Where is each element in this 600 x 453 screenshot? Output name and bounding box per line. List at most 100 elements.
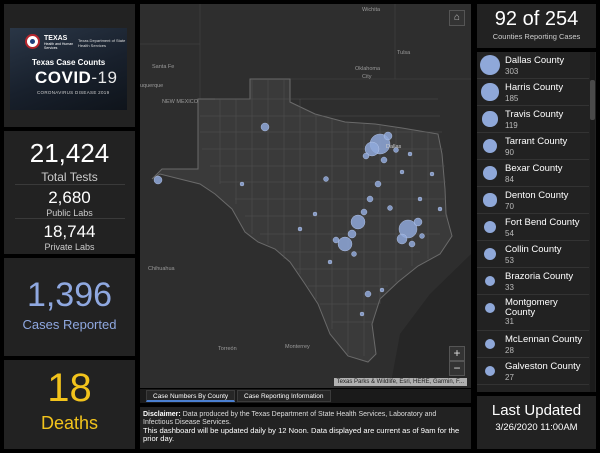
map-label-dallas: Dallas bbox=[386, 144, 402, 150]
list-item[interactable]: Harris County 185 bbox=[477, 79, 589, 106]
banner-title: COVID-19 bbox=[35, 68, 118, 87]
case-marker-icon bbox=[483, 166, 497, 180]
map-label-oklahoma: Oklahoma bbox=[355, 66, 381, 72]
county-name: Bexar County bbox=[505, 163, 563, 174]
map-label-torreon: Torreón bbox=[218, 346, 237, 352]
case-marker-icon bbox=[484, 365, 496, 377]
map-view[interactable]: Wichita Santa Fe uquerque NEW MEXICO Okl… bbox=[140, 4, 471, 388]
counties-reporting-label: Counties Reporting Cases bbox=[492, 32, 581, 41]
disclaimer-heading: Disclaimer: bbox=[143, 411, 181, 418]
deaths-label: Deaths bbox=[40, 413, 99, 433]
home-icon: ⌂ bbox=[453, 12, 461, 23]
county-case-count: 119 bbox=[505, 121, 518, 130]
zoom-in-button[interactable]: + bbox=[449, 346, 465, 361]
list-item[interactable]: Fort Bend County 54 bbox=[477, 214, 589, 241]
list-item[interactable]: Dallas County 303 bbox=[477, 52, 589, 79]
list-item[interactable]: Brazoria County 33 bbox=[477, 268, 589, 295]
list-item[interactable]: Tarrant County 90 bbox=[477, 133, 589, 160]
county-case-count: 31 bbox=[505, 317, 514, 326]
map-label-albuquerque: uquerque bbox=[140, 83, 164, 89]
county-name: Collin County bbox=[505, 244, 562, 255]
list-item[interactable]: McLennan County 28 bbox=[477, 331, 589, 358]
list-item[interactable]: Galveston County 27 bbox=[477, 358, 589, 385]
disclaimer-update-text: This dashboard will be updated daily by … bbox=[143, 426, 460, 443]
cases-value: 1,396 bbox=[26, 276, 113, 314]
case-marker-icon bbox=[481, 83, 499, 101]
counties-reporting-panel: 92 of 254 Counties Reporting Cases bbox=[477, 4, 596, 48]
county-case-count: 185 bbox=[505, 94, 519, 103]
header-banner: TEXAS Health and Human Services Texas De… bbox=[4, 4, 135, 127]
scrollbar-thumb[interactable] bbox=[590, 80, 595, 120]
county-name: Harris County bbox=[505, 82, 564, 93]
county-name: Travis County bbox=[505, 109, 564, 120]
counties-reporting-value: 92 of 254 bbox=[494, 8, 579, 30]
cases-label: Cases Reported bbox=[22, 317, 117, 332]
map-canvas[interactable] bbox=[140, 4, 471, 388]
county-case-count: 28 bbox=[505, 346, 514, 355]
last-updated-value: 3/26/2020 11:00AM bbox=[495, 422, 578, 433]
tab-case-numbers-by-county[interactable]: Case Numbers By County bbox=[146, 390, 236, 402]
county-name: McLennan County bbox=[505, 334, 583, 345]
public-labs-value: 2,680 bbox=[48, 188, 91, 207]
county-case-count: 53 bbox=[505, 256, 514, 265]
county-name: Galveston County bbox=[505, 361, 581, 372]
divider bbox=[14, 218, 125, 219]
case-marker-icon bbox=[483, 193, 497, 207]
map-label-tulsa: Tulsa bbox=[397, 50, 411, 56]
case-marker-icon bbox=[484, 338, 496, 350]
total-tests-value: 21,424 bbox=[29, 138, 110, 168]
list-item[interactable]: Travis County 119 bbox=[477, 106, 589, 133]
cases-panel: 1,396 Cases Reported bbox=[4, 258, 135, 356]
county-case-count: 33 bbox=[505, 283, 514, 292]
home-button[interactable]: ⌂ bbox=[449, 10, 465, 26]
map-label-monterrey: Monterrey bbox=[285, 344, 310, 350]
disclaimer-panel: Disclaimer: Data produced by the Texas D… bbox=[140, 407, 471, 449]
county-case-count: 27 bbox=[505, 373, 514, 382]
divider bbox=[14, 184, 125, 185]
case-marker-icon bbox=[484, 275, 496, 287]
tab-case-reporting-information[interactable]: Case Reporting Information bbox=[237, 390, 331, 402]
public-labs-label: Public Labs bbox=[46, 208, 93, 218]
county-name: Tarrant County bbox=[505, 136, 568, 147]
list-item[interactable]: Bexar County 84 bbox=[477, 160, 589, 187]
private-labs-label: Private Labs bbox=[44, 242, 95, 252]
tests-panel: 21,424 Total Tests 2,680 Public Labs 18,… bbox=[4, 131, 135, 254]
case-markers bbox=[153, 122, 443, 317]
case-marker-icon bbox=[483, 247, 497, 261]
last-updated-label: Last Updated bbox=[491, 402, 582, 419]
case-marker-icon bbox=[482, 111, 498, 127]
banner-image: TEXAS Health and Human Services Texas De… bbox=[10, 28, 127, 110]
list-item[interactable]: Montgomery County 31 bbox=[477, 295, 589, 331]
deaths-value: 18 bbox=[47, 366, 92, 410]
map-label-wichita: Wichita bbox=[362, 7, 381, 13]
list-item[interactable]: Denton County 70 bbox=[477, 187, 589, 214]
county-case-count: 84 bbox=[505, 175, 514, 184]
disclaimer-text: Disclaimer: Data produced by the Texas D… bbox=[143, 411, 437, 426]
list-item[interactable]: Collin County 53 bbox=[477, 241, 589, 268]
scrollbar-track[interactable] bbox=[590, 52, 595, 392]
agency-logo-dshs: Texas Department of State Health Service… bbox=[78, 38, 126, 48]
county-name: Montgomery County bbox=[505, 297, 558, 318]
banner-caption: CORONAVIRUS DISEASE 2019 bbox=[37, 90, 110, 95]
county-case-count: 54 bbox=[505, 229, 514, 238]
banner-subtitle: Texas Case Counts bbox=[32, 58, 106, 67]
last-updated-panel: Last Updated 3/26/2020 11:00AM bbox=[477, 396, 596, 449]
map-tabs: Case Numbers By County Case Reporting In… bbox=[140, 389, 471, 403]
map-label-oklahoma-city: City bbox=[362, 74, 372, 80]
case-marker-icon bbox=[483, 220, 497, 234]
total-tests-label: Total Tests bbox=[41, 170, 98, 184]
zoom-out-button[interactable]: − bbox=[449, 361, 465, 376]
county-case-count: 90 bbox=[505, 148, 514, 157]
private-labs-value: 18,744 bbox=[43, 222, 96, 241]
county-name: Denton County bbox=[505, 190, 569, 201]
case-marker-icon bbox=[483, 139, 497, 153]
map-attribution: Texas Parks & Wildlife, Esri, HERE, Garm… bbox=[333, 378, 467, 386]
texas-seal-icon bbox=[25, 34, 40, 49]
map-label-chihuahua: Chihuahua bbox=[148, 266, 175, 272]
county-case-count: 70 bbox=[505, 202, 514, 211]
map-label-new-mexico: NEW MEXICO bbox=[162, 99, 199, 105]
case-marker-icon bbox=[484, 302, 496, 314]
county-name: Fort Bend County bbox=[505, 217, 580, 228]
county-list[interactable]: Dallas County 303 Harris County 185 Travis C… bbox=[477, 52, 596, 392]
case-marker-icon bbox=[480, 55, 500, 75]
